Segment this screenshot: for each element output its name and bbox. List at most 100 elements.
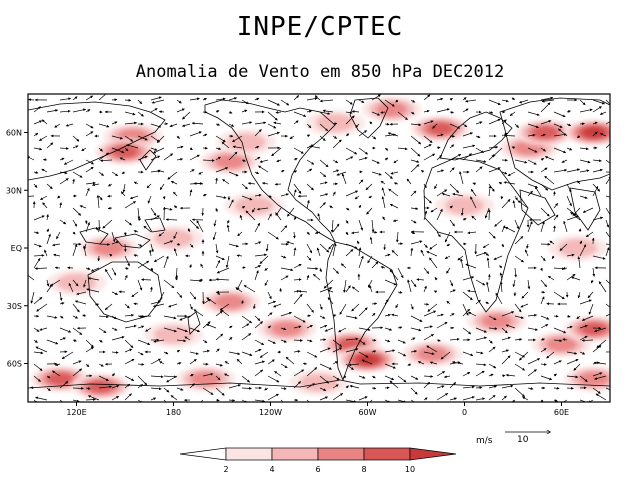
wind-arrow: [410, 337, 416, 341]
wind-arrow: [319, 193, 329, 197]
wind-arrow: [446, 267, 451, 274]
wind-arrow: [462, 218, 467, 221]
reference-units: m/s: [476, 436, 493, 446]
wind-arrow: [389, 380, 399, 389]
wind-arrow: [592, 387, 601, 394]
wind-arrow: [46, 142, 54, 149]
wind-arrow: [280, 99, 290, 106]
wind-arrow: [527, 221, 533, 233]
wind-arrow: [566, 314, 571, 318]
wind-arrow: [111, 147, 125, 154]
wind-arrow: [514, 267, 518, 278]
wind-arrow: [462, 123, 468, 128]
wind-arrow: [157, 135, 165, 143]
wind-arrow: [410, 327, 422, 332]
wind-arrow: [292, 231, 296, 239]
wind-arrow: [111, 241, 119, 245]
wind-arrow: [357, 240, 360, 245]
wind-arrow: [176, 145, 184, 149]
wind-arrow: [566, 351, 578, 355]
wind-arrow: [95, 226, 100, 233]
wind-arrow: [367, 279, 373, 288]
wind-arrow: [449, 183, 459, 193]
wind-arrow: [98, 171, 104, 176]
wind-arrow: [449, 167, 455, 173]
wind-arrow: [220, 309, 230, 317]
wind-arrow: [100, 159, 113, 162]
wind-arrow: [293, 381, 301, 389]
wind-arrow: [176, 349, 180, 353]
wind-arrow: [449, 123, 461, 129]
wind-arrow: [241, 351, 253, 357]
wind-arrow: [124, 313, 135, 317]
wind-arrow: [345, 243, 358, 249]
wind-arrow: [488, 373, 494, 377]
wind-arrow: [592, 106, 602, 113]
wind-arrow: [579, 244, 587, 257]
wind-arrow: [123, 231, 127, 236]
wind-arrow: [38, 135, 48, 141]
wind-arrow: [475, 336, 488, 341]
wind-arrow: [358, 396, 368, 401]
y-tick-label: 30S: [7, 302, 22, 311]
wind-arrow: [72, 279, 79, 287]
wind-arrow: [72, 178, 75, 185]
wind-arrow: [286, 241, 295, 245]
wind-arrow: [343, 279, 347, 293]
wind-arrow: [512, 399, 516, 402]
wind-arrow: [146, 183, 152, 189]
wind-arrow: [475, 363, 487, 367]
wind-arrow: [501, 355, 511, 365]
wind-arrow: [226, 224, 230, 233]
wind-arrow: [259, 351, 269, 358]
wind-arrow: [475, 370, 485, 377]
map-subtitle: Anomalia de Vento em 850 hPa DEC2012: [135, 62, 505, 82]
wind-arrow: [33, 106, 42, 113]
wind-arrow: [462, 385, 475, 389]
wind-arrow: [540, 120, 552, 125]
wind-arrow: [553, 214, 559, 221]
wind-arrow: [332, 122, 338, 126]
wind-arrow: [173, 191, 178, 197]
wind-arrow: [521, 291, 529, 299]
wind-arrow: [52, 243, 61, 247]
reference-value: 10: [517, 435, 529, 445]
shading-blob: [558, 239, 598, 257]
wind-arrow: [436, 208, 443, 221]
wind-arrow: [267, 300, 277, 305]
wind-arrow: [79, 205, 87, 209]
wind-arrow: [540, 375, 553, 381]
wind-arrow: [196, 220, 204, 233]
wind-arrow: [61, 351, 74, 360]
wind-arrow: [163, 240, 174, 245]
wind-arrow: [264, 267, 269, 271]
wind-arrow: [380, 266, 386, 269]
wind-arrow: [423, 381, 430, 389]
wind-arrow: [514, 363, 526, 371]
wind-arrow: [488, 385, 498, 389]
wind-arrow: [85, 95, 94, 101]
wind-arrow: [576, 135, 581, 138]
wind-arrow: [345, 111, 353, 115]
wind-arrow: [222, 179, 230, 185]
wind-arrow: [241, 333, 252, 341]
wind-arrow: [501, 243, 504, 248]
wind-arrow: [241, 315, 253, 324]
wind-arrow: [358, 179, 364, 185]
x-tick-label: 0: [462, 408, 467, 417]
wind-arrow: [85, 346, 94, 353]
wind-arrow: [467, 289, 477, 293]
wind-vectors: [28, 94, 610, 402]
wind-arrow: [96, 194, 100, 209]
wind-arrow: [215, 348, 220, 353]
wind-arrow: [579, 108, 593, 113]
wind-arrow: [470, 188, 477, 197]
wind-arrow: [254, 156, 261, 161]
wind-arrow: [384, 171, 393, 179]
wind-arrow: [228, 325, 233, 329]
wind-arrow: [492, 147, 503, 157]
wind-arrow: [280, 275, 289, 281]
wind-arrow: [605, 247, 610, 257]
wind-arrow: [475, 299, 481, 305]
wind-arrow: [371, 261, 379, 269]
